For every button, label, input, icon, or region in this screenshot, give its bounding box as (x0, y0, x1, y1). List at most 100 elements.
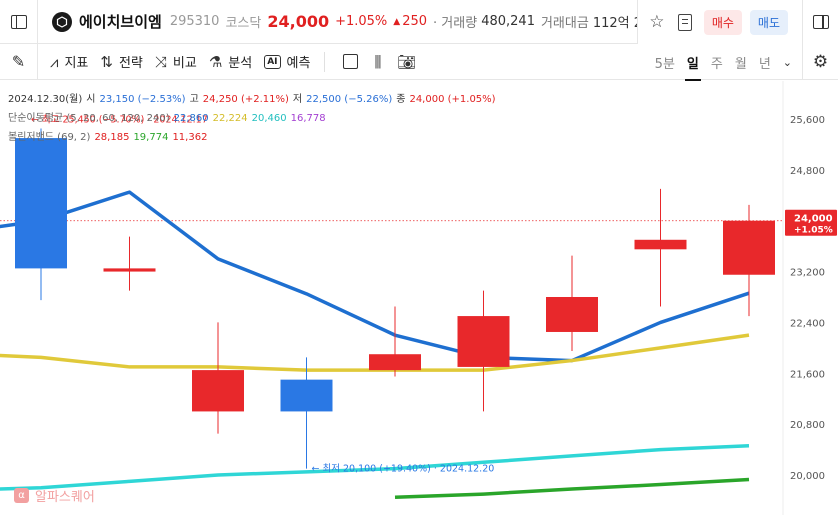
low-value: 22,500 (−5.26%) (306, 94, 393, 105)
camera-icon[interactable]: 📷︎ (397, 52, 417, 71)
forecast-label: 예측 (286, 56, 311, 71)
header-actions: ☆ 매수 매도 (636, 0, 838, 44)
high-annotation: ← 최고 25,450 (−5.70%) · 2024.12.17 (31, 115, 208, 126)
draw-tool-button[interactable]: ✎ (0, 43, 38, 80)
period-year[interactable]: 년 (758, 56, 771, 72)
forecast-button[interactable]: AI 예측 (264, 52, 310, 71)
y-tick-label: 20,000 (790, 471, 825, 482)
candle-body (103, 268, 156, 272)
candle-body (634, 239, 687, 250)
indicator-button[interactable]: ⩘ 지표 (50, 52, 89, 72)
star-icon[interactable]: ☆ (649, 12, 665, 32)
y-tick-label: 22,400 (790, 318, 825, 329)
chart-area[interactable]: 25,600 24,800 24,000 23,200 22,400 21,600 20,8… (0, 81, 838, 515)
stock-code: 295310 (169, 14, 220, 29)
chevron-down-icon[interactable]: ⌄ (782, 55, 792, 69)
bollinger-upper: 28,185 (94, 132, 130, 143)
y-tick-label: 20,800 (790, 420, 825, 431)
ma-label: 단순이동평균 (5, 20, 60, 120, 240) (8, 113, 170, 124)
y-tick-label: 21,600 (790, 369, 825, 380)
watermark-text: 알파스퀘어 (35, 490, 95, 505)
bollinger-info: 볼린저밴드 (69, 2) 28,185 19,774 11,362 (8, 128, 211, 143)
current-price-label: 24,000 (794, 214, 833, 225)
ohlc-date: 2024.12.30(월) (8, 94, 83, 105)
stock-change-abs: 250 (393, 14, 427, 29)
gear-icon: ⚙ (812, 52, 829, 72)
chart-toolbar: ✎ ⩘ 지표 ⇅ 전략 ⤨ 비교 ⚗ 분석 AI 예측 ⫼ 📷︎ 5분 일 주 … (0, 43, 838, 81)
analysis-label: 분석 (228, 56, 253, 71)
low-label: 저 (292, 94, 303, 105)
close-value: 24,000 (+1.05%) (409, 94, 496, 105)
ma-info: 단순이동평균 (5, 20, 60, 120, 240) 22,860 22,224… (8, 109, 330, 124)
strategy-label: 전략 (118, 56, 143, 71)
period-day[interactable]: 일 (684, 53, 701, 81)
open-value: 23,150 (−2.53%) (99, 94, 186, 105)
candle-body (280, 379, 333, 412)
settings-button[interactable]: ⚙ (802, 44, 838, 80)
current-change-label: +1.05% (794, 226, 833, 236)
stock-header: 에이치브이엠 295310 코스닥 24,000 +1.05% 250 · 거래… (0, 0, 838, 44)
bollinger-mid: 19,774 (133, 132, 169, 143)
compare-icon: ⤨ (154, 52, 167, 71)
high-value: 24,250 (+2.11%) (202, 94, 289, 105)
candle-body (723, 220, 775, 275)
analysis-icon: ⚗ (208, 52, 223, 71)
candle-body (192, 370, 244, 412)
ma20-value: 22,224 (212, 113, 248, 124)
ohlc-info: 2024.12.30(월) 시 23,150 (−2.53%) 고 24,250 (+2… (8, 90, 500, 105)
analysis-button[interactable]: ⚗ 분석 (208, 52, 253, 72)
toolbar-divider (324, 51, 326, 72)
clipboard-icon[interactable] (677, 13, 692, 31)
stock-market: 코스닥 (225, 16, 262, 31)
pen-icon: ✎ (11, 52, 26, 71)
high-label: 고 (189, 94, 199, 105)
y-tick-label: 23,200 (790, 268, 825, 279)
period-5min[interactable]: 5분 (654, 56, 675, 72)
strategy-icon: ⇅ (100, 52, 113, 71)
left-panel-toggle[interactable] (0, 0, 38, 44)
stock-price: 24,000 (267, 12, 330, 31)
volume-label: · 거래량 (433, 16, 478, 31)
open-label: 시 (86, 94, 96, 105)
bollinger-lower: 11,362 (172, 132, 208, 143)
stock-change-pct: +1.05% (335, 14, 388, 29)
ai-icon: AI (264, 54, 281, 69)
compare-button[interactable]: ⤨ 비교 (154, 52, 197, 72)
indicator-label: 지표 (64, 56, 89, 71)
sell-button[interactable]: 매도 (749, 9, 788, 35)
current-price-tag (785, 209, 837, 236)
close-label: 종 (396, 94, 406, 105)
candle-body (15, 138, 67, 269)
buy-button[interactable]: 매수 (703, 9, 742, 35)
candle-body (457, 316, 510, 367)
candle-body (546, 297, 598, 332)
period-week[interactable]: 주 (710, 56, 723, 72)
watermark: α 알파스퀘어 (14, 486, 95, 505)
stock-name[interactable]: 에이치브이엠 (79, 13, 162, 31)
strategy-button[interactable]: ⇅ 전략 (100, 52, 143, 72)
indicator-icon: ⩘ (50, 52, 59, 71)
bollinger-label: 볼린저밴드 (69, 2) (8, 132, 91, 143)
ma-line-120 (394, 477, 750, 499)
period-month[interactable]: 월 (734, 56, 747, 72)
alphasquare-logo-icon: α (14, 488, 29, 503)
square-icon[interactable] (343, 54, 359, 69)
candlestick-chart[interactable]: 25,600 24,800 24,000 23,200 22,400 21,600 20,8… (0, 81, 838, 515)
ma-line-60 (0, 444, 750, 491)
right-panel-toggle[interactable] (802, 0, 838, 44)
candle-type-icon[interactable]: ⫼ (374, 52, 382, 71)
volume-value: 480,241 (481, 14, 535, 29)
ma5-value: 22,860 (173, 113, 209, 124)
ma-line-20 (0, 333, 750, 372)
panel-icon (812, 15, 829, 29)
trade-value-label: 거래대금 (540, 16, 589, 31)
compare-label: 비교 (172, 56, 197, 71)
ma60-value: 20,460 (251, 113, 287, 124)
panel-icon (10, 14, 27, 29)
y-tick-label: 25,600 (790, 115, 825, 126)
candle-body (369, 354, 421, 371)
ma120-value: 16,778 (290, 113, 326, 124)
y-tick-label: 24,800 (790, 166, 825, 177)
low-annotation: ← 최저 20,100 (+19.40%) · 2024.12.20 (312, 464, 495, 475)
ma-line-5 (0, 190, 750, 363)
